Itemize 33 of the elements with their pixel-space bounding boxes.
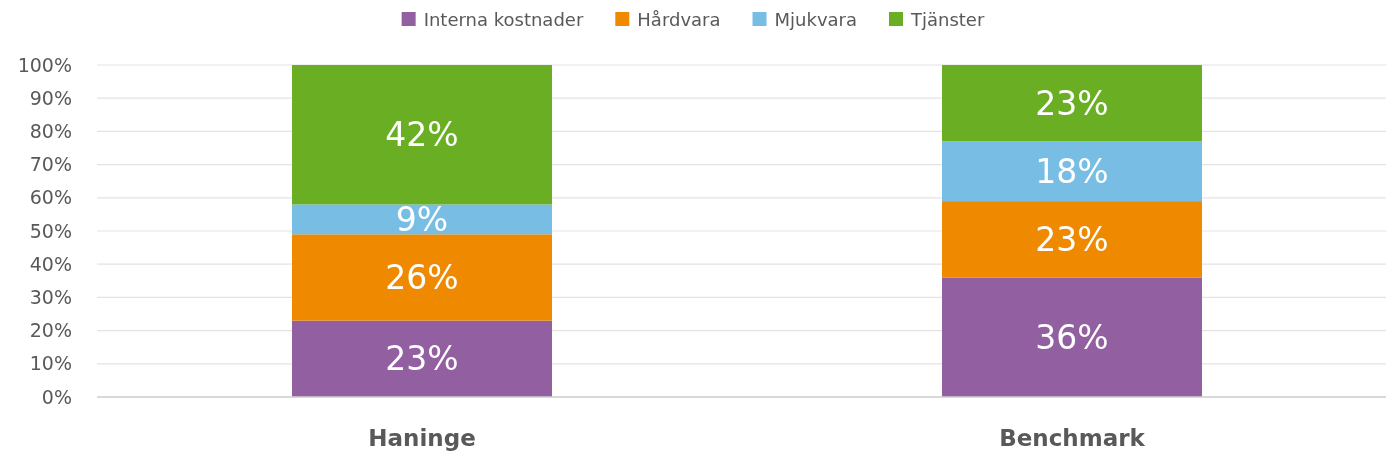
bar: [292, 320, 552, 397]
y-tick-label: 90%: [29, 86, 72, 109]
data-label: 18%: [1035, 151, 1109, 191]
bar: [942, 277, 1202, 397]
y-tick-label: 100%: [17, 53, 72, 76]
y-tick-label: 10%: [29, 352, 72, 375]
y-tick-label: 0%: [41, 385, 72, 408]
y-tick-label: 50%: [29, 219, 72, 242]
data-label: 23%: [1035, 83, 1109, 123]
x-tick-label: Haninge: [368, 425, 476, 452]
y-tick-label: 20%: [29, 319, 72, 342]
data-label: 26%: [385, 257, 459, 297]
data-label: 23%: [1035, 219, 1109, 259]
bar: [292, 204, 552, 235]
x-tick-label: Benchmark: [999, 425, 1146, 452]
bar: [942, 65, 1202, 142]
y-tick-label: 40%: [29, 252, 72, 275]
y-tick-label: 70%: [29, 153, 72, 176]
bar: [292, 65, 552, 205]
data-label: 36%: [1035, 317, 1109, 357]
y-tick-label: 80%: [29, 119, 72, 142]
bar: [942, 201, 1202, 278]
data-label: 42%: [385, 115, 459, 155]
data-label: 23%: [385, 339, 459, 379]
legend-label: Hårdvara: [637, 8, 721, 30]
bar: [292, 234, 552, 321]
y-tick-label: 30%: [29, 285, 72, 308]
y-tick-label: 60%: [29, 186, 72, 209]
legend-label: Mjukvara: [774, 8, 857, 30]
data-label: 9%: [395, 199, 449, 239]
legend-label: Tjänster: [910, 8, 985, 30]
bar: [942, 141, 1202, 202]
legend-label: Interna kostnader: [423, 8, 584, 30]
